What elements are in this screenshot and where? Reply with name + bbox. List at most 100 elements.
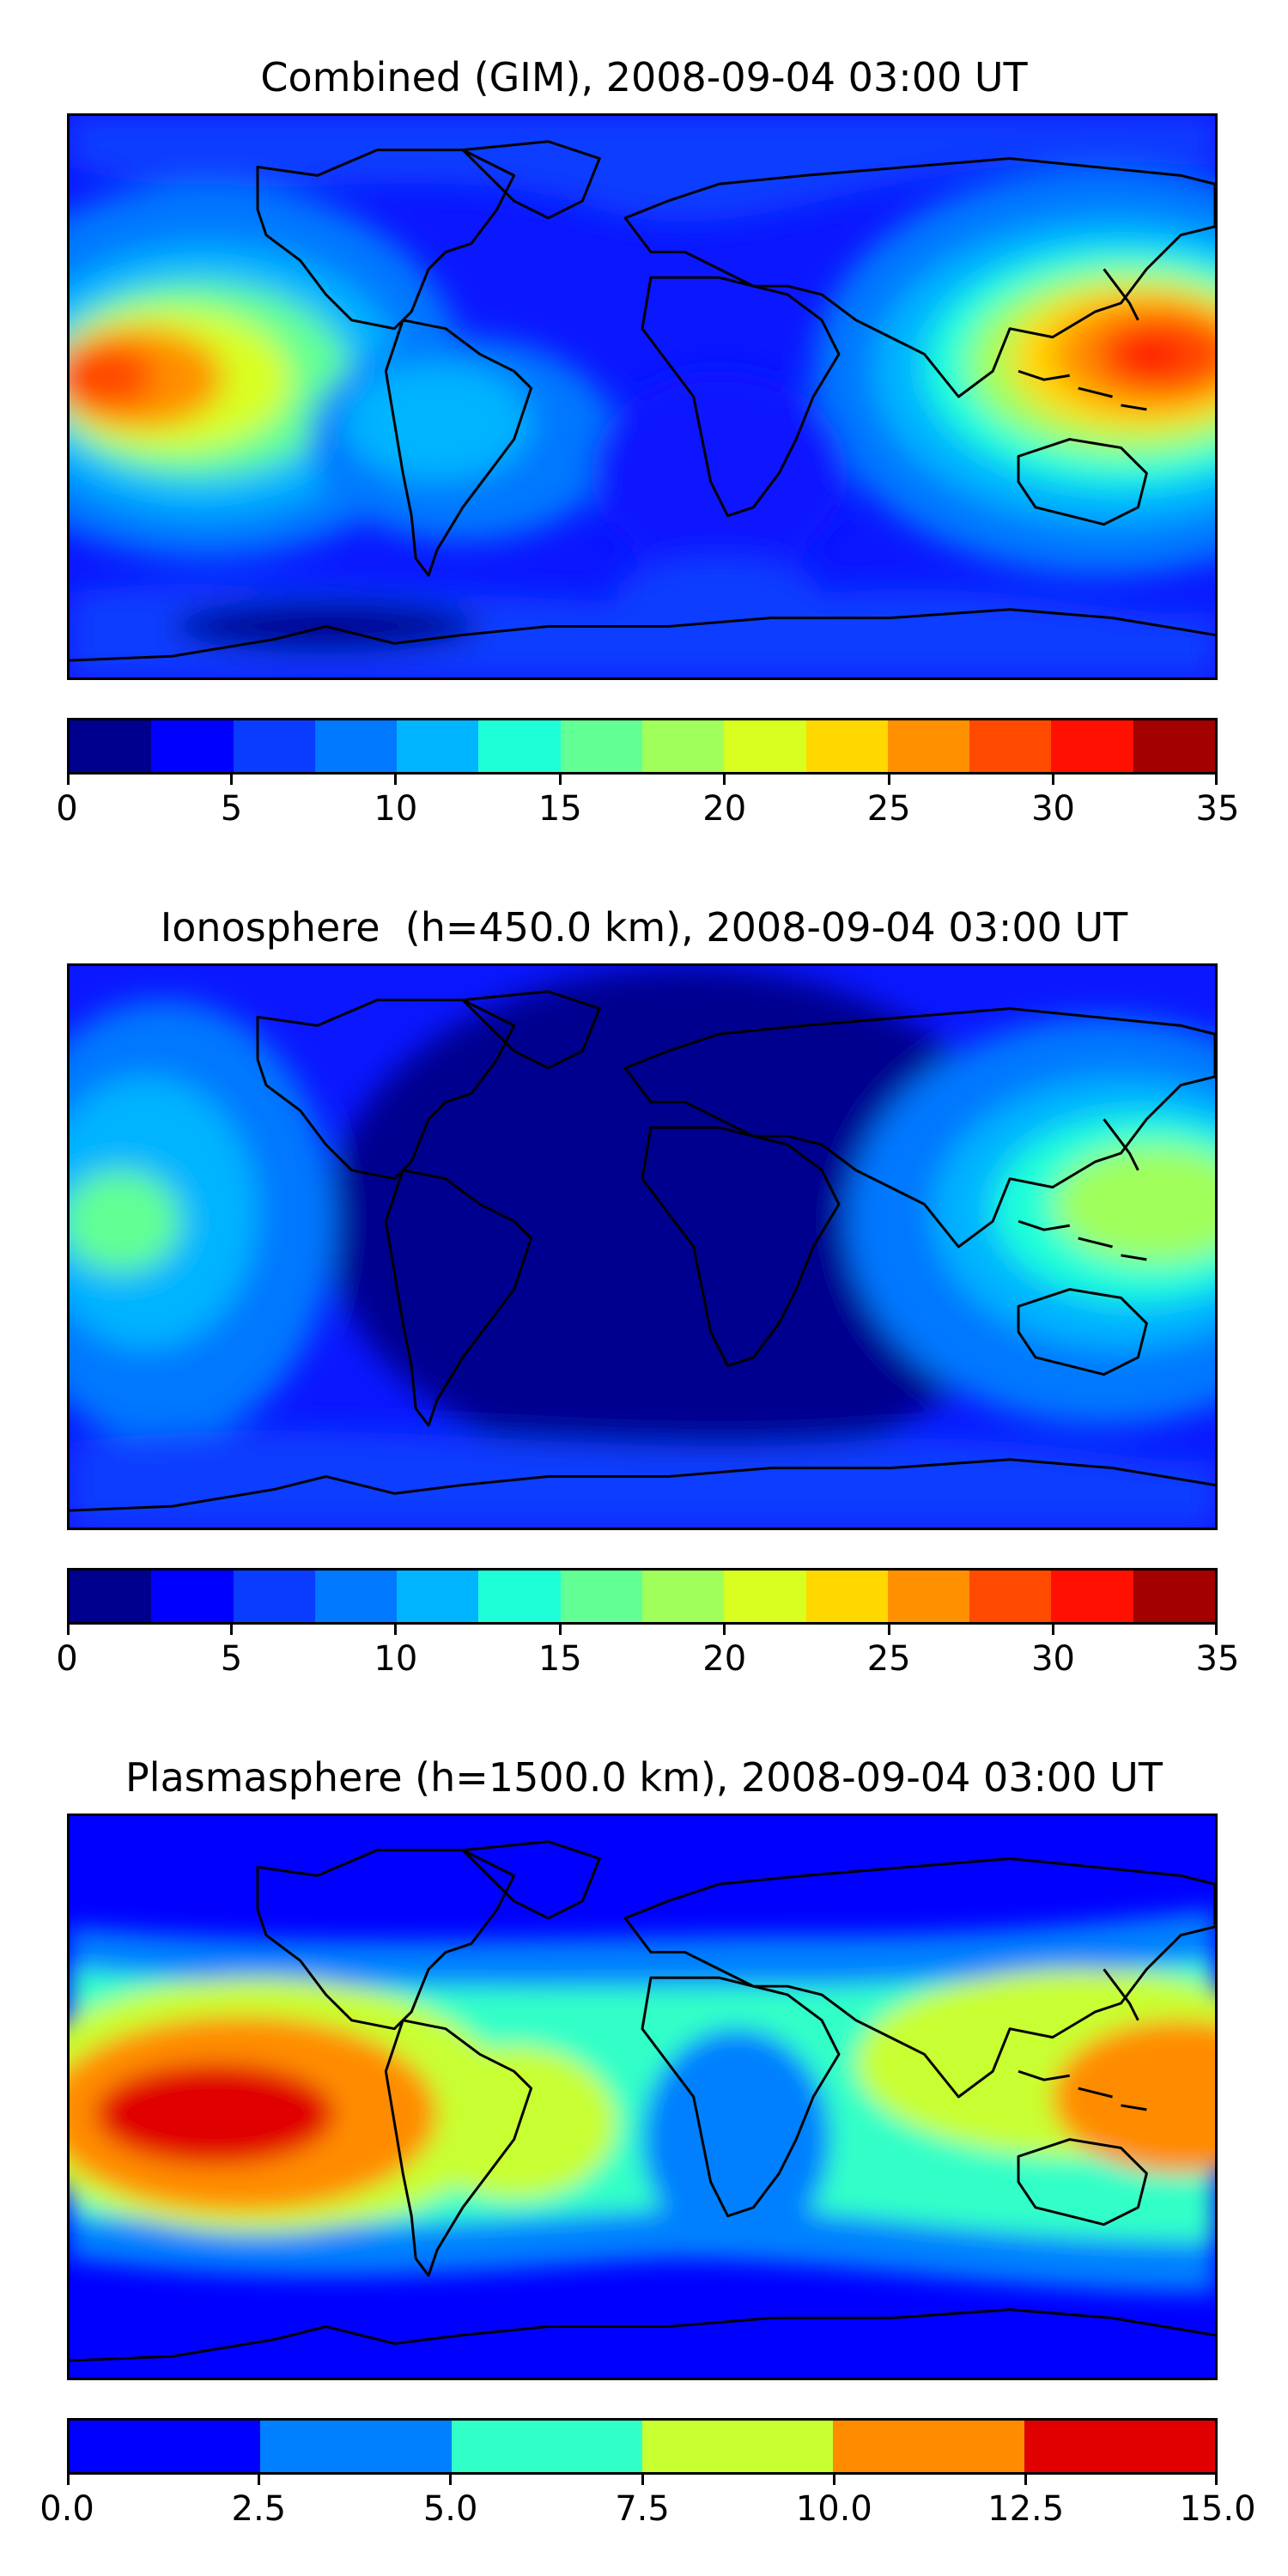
colorbar-tick-label: 15 [538, 1639, 582, 1679]
colorbar-swatch [560, 1571, 642, 1622]
colorbar-tick [449, 2475, 453, 2485]
colorbar-swatch [151, 1571, 234, 1622]
colorbar-tick [887, 775, 890, 785]
field-level [411, 2045, 617, 2199]
colorbar-tick-label: 20 [702, 789, 747, 829]
colorbar-swatch [560, 720, 642, 772]
colorbar-swatch [1133, 720, 1215, 772]
colorbar-swatch [260, 2421, 452, 2472]
colorbar-swatch [314, 720, 398, 772]
colorbar-tick [723, 1625, 726, 1635]
colorbar-tick [1052, 1625, 1055, 1635]
colorbar-tick-label: 30 [1031, 1639, 1076, 1679]
colorbar-tick [394, 1625, 398, 1635]
colorbar-swatch [1051, 720, 1133, 772]
colorbar-tick [1052, 775, 1055, 785]
colorbar-swatch [233, 1571, 315, 1622]
blob-layer [70, 116, 1215, 677]
panel-title-plasmasphere: Plasmasphere (h=1500.0 km), 2008-09-04 0… [125, 1754, 1163, 1801]
colorbar-tick [1215, 1625, 1218, 1635]
colorbar-swatch [478, 720, 561, 772]
colorbar-tick-label: 7.5 [615, 2489, 670, 2529]
colorbar-tick-label: 10.0 [795, 2489, 872, 2529]
colorbar-tick-label: 20 [702, 1639, 747, 1679]
colorbar-tick [229, 775, 233, 785]
colorbar-swatch [887, 720, 970, 772]
field-level [325, 966, 1044, 1477]
colorbar-swatch [887, 1571, 970, 1622]
colorbar-swatch [397, 720, 479, 772]
colorbar-tick [394, 775, 398, 785]
colorbar-swatch [724, 1571, 806, 1622]
colorbar-tick-label: 25 [866, 1639, 911, 1679]
colorbar-tick-label: 0.0 [39, 2489, 94, 2529]
colorbar-ticks-combined: 0 5 10 15 20 25 30 35 [56, 775, 1239, 829]
colorbar-swatch [478, 1571, 561, 1622]
panel-title-ionosphere: Ionosphere (h=450.0 km), 2008-09-04 03:0… [160, 904, 1128, 951]
colorbar-tick [558, 775, 562, 785]
colorbar-swatch [1024, 2421, 1215, 2472]
colorbar-swatch [233, 720, 315, 772]
colorbar-tick [1215, 775, 1218, 785]
colorbar-swatch [1051, 1571, 1133, 1622]
colorbar-tick [1024, 2475, 1028, 2485]
colorbar-tick [257, 2475, 260, 2485]
colorbar-tick-label: 5 [220, 1639, 243, 1679]
map-ionosphere [67, 963, 1218, 1530]
field-level [1052, 2020, 1215, 2174]
colorbar-ticks-ionosphere: 0 5 10 15 20 25 30 35 [56, 1625, 1239, 1679]
colorbar-swatch [833, 2421, 1024, 2472]
field-level [591, 371, 848, 576]
colorbar-tick [832, 2475, 835, 2485]
colorbar-tick-label: 12.5 [987, 2489, 1065, 2529]
colorbar-tick-label: 10 [374, 789, 418, 829]
colorbar-swatch [70, 720, 152, 772]
colorbar-plasmasphere [67, 2418, 1218, 2475]
colorbar-swatch [397, 1571, 479, 1622]
field-level [70, 343, 155, 409]
colorbar-tick-label: 15.0 [1179, 2489, 1256, 2529]
field-level [1052, 1145, 1215, 1264]
colorbar-tick [67, 1625, 70, 1635]
colorbar-tick [229, 1625, 233, 1635]
field-level [642, 2028, 831, 2251]
contour-field-combined [70, 116, 1215, 677]
colorbar-tick [641, 2475, 644, 2485]
colorbar-swatch [969, 1571, 1052, 1622]
map-plasmasphere [67, 1814, 1218, 2380]
colorbar-swatch [641, 720, 725, 772]
colorbar-tick-label: 0 [56, 1639, 78, 1679]
colorbar-tick-label: 35 [1195, 789, 1240, 829]
coastlines [70, 140, 1215, 662]
contour-field-plasmasphere [70, 1816, 1215, 2378]
colorbar-swatch [805, 1571, 888, 1622]
coastlines [70, 990, 1215, 1512]
colorbar-swatch [70, 1571, 152, 1622]
colorbar-tick [67, 2475, 70, 2485]
colorbar-tick-label: 35 [1195, 1639, 1240, 1679]
field-level [343, 362, 532, 483]
colorbar-swatch [70, 2421, 261, 2472]
blob-layer [70, 1910, 1215, 2293]
coastlines [70, 1840, 1215, 2362]
colorbar-combined [67, 718, 1218, 775]
panel-title-combined: Combined (GIM), 2008-09-04 03:00 UT [260, 54, 1028, 100]
colorbar-tick-label: 5.0 [422, 2489, 478, 2529]
colorbar-tick [1215, 2475, 1218, 2485]
field-level [70, 1170, 181, 1273]
colorbar-tick [67, 775, 70, 785]
map-combined [67, 113, 1218, 680]
colorbar-tick-label: 2.5 [231, 2489, 287, 2529]
contour-field-ionosphere [70, 966, 1215, 1528]
colorbar-tick [887, 1625, 890, 1635]
colorbar-swatch [641, 1571, 725, 1622]
colorbar-swatch [451, 2421, 642, 2472]
colorbar-swatch [641, 2421, 834, 2472]
colorbar-swatch [151, 720, 234, 772]
colorbar-swatch [969, 720, 1052, 772]
blob-layer [70, 966, 1215, 1528]
band-lower [70, 1430, 1215, 1528]
colorbar-tick [723, 775, 726, 785]
colorbar-swatch [724, 720, 806, 772]
colorbar-swatch [805, 720, 888, 772]
